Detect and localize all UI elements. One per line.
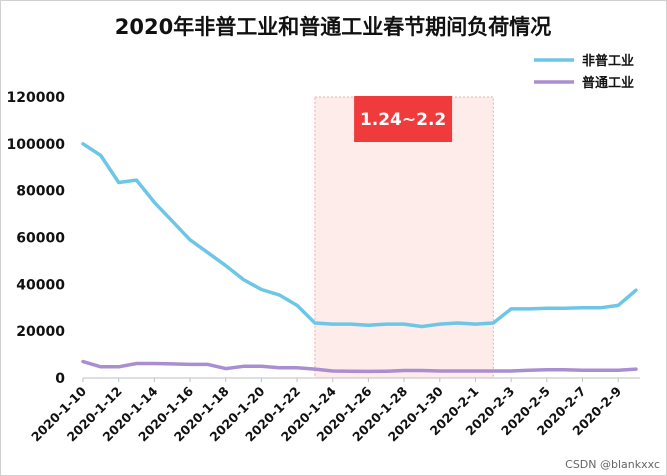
y-tick-label: 40000 <box>16 277 65 293</box>
series-group <box>81 142 638 374</box>
legend-label-2: 普通工业 <box>582 75 634 91</box>
y-tick-label: 20000 <box>16 324 65 340</box>
series-line-2 <box>81 359 638 374</box>
series-line-1 <box>81 142 638 329</box>
y-tick-label: 80000 <box>16 184 65 200</box>
highlight-region <box>314 96 494 379</box>
y-tick-label: 120000 <box>7 90 66 106</box>
y-tick-label: 0 <box>55 371 65 387</box>
highlight-badge <box>354 96 453 142</box>
watermark: CSDN @blankxxc <box>565 458 660 471</box>
y-tick-label: 100000 <box>7 137 66 153</box>
highlight-region-group: 1.24~2.2 <box>314 96 494 379</box>
y-tick-label: 60000 <box>16 231 65 247</box>
legend-label-1: 非普工业 <box>582 53 634 69</box>
highlight-badge-label: 1.24~2.2 <box>360 110 446 130</box>
chart-title: 2020年非普工业和普通工业春节期间负荷情况 <box>115 15 551 39</box>
